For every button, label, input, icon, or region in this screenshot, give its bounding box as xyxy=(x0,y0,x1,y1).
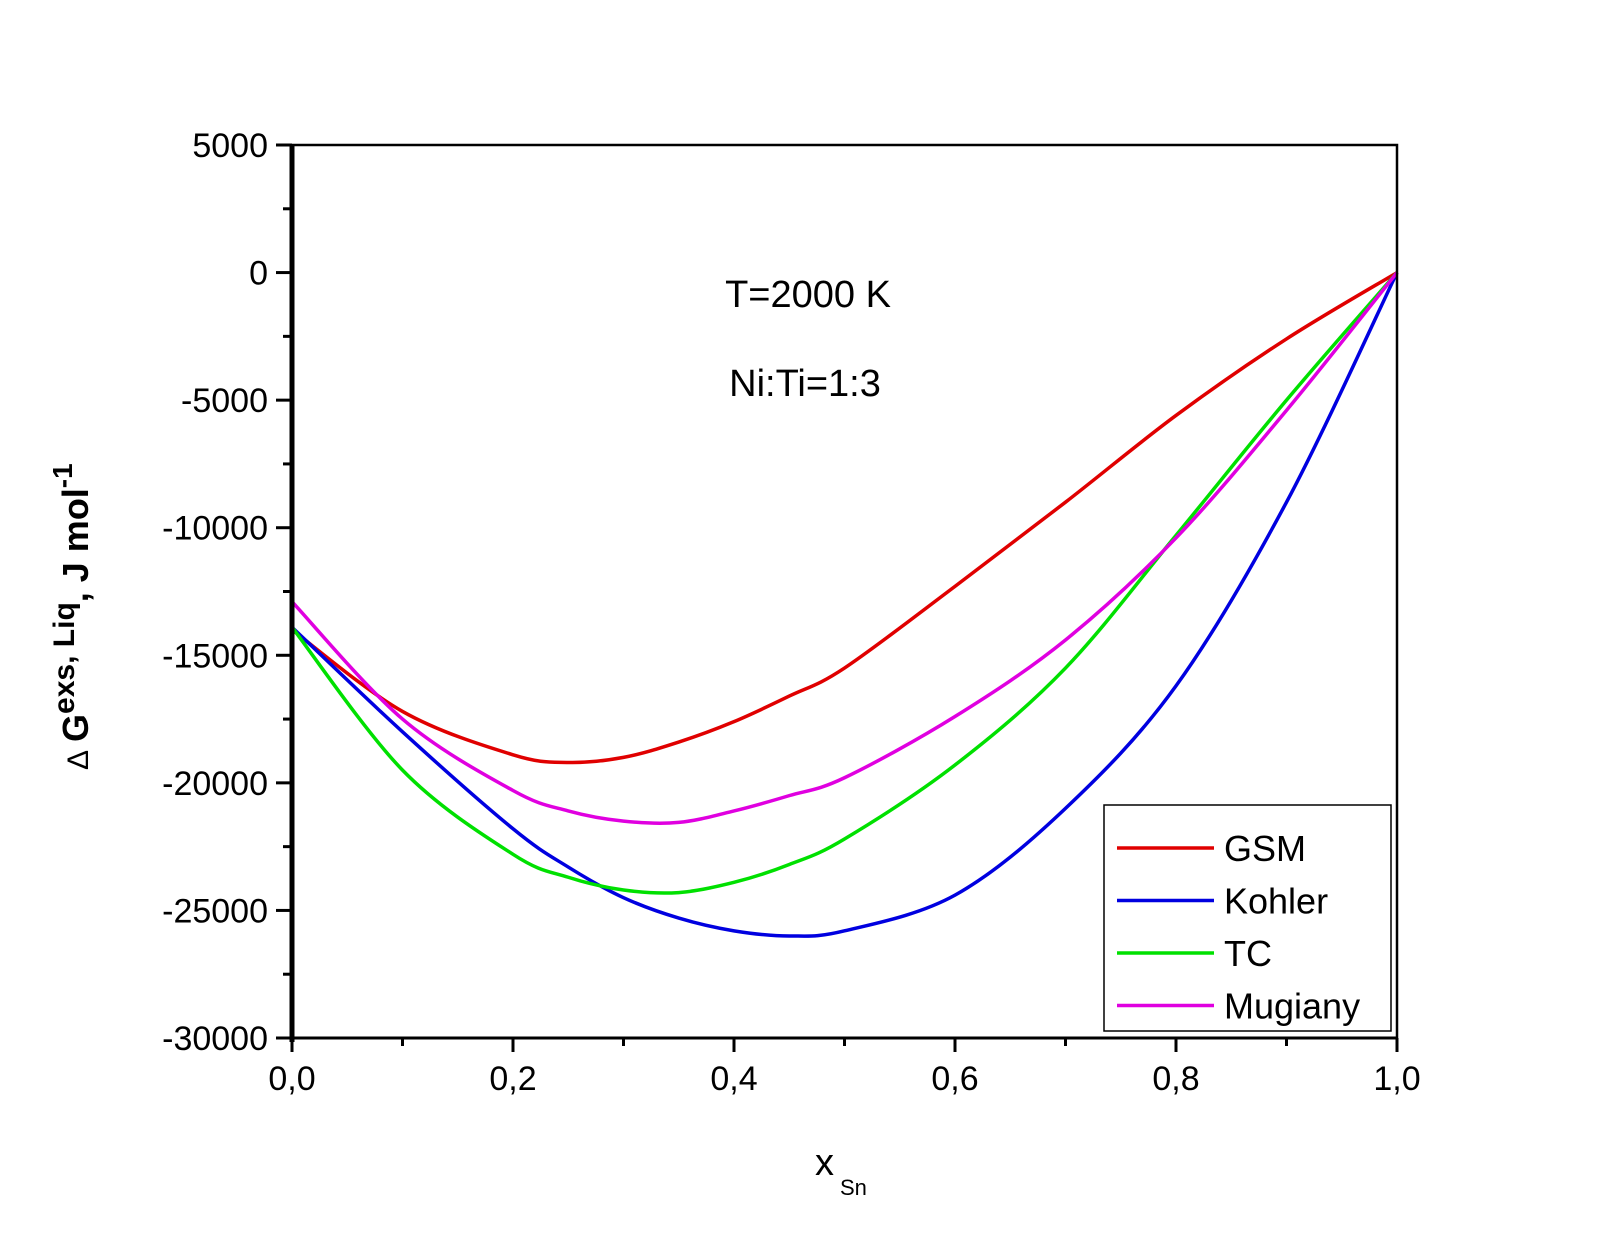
y-label-delta: Δ xyxy=(62,750,95,770)
axes: 5000 0 -5000 -10000 -15000 -20000 -25000 -30000… xyxy=(162,127,1421,1098)
annotation-temperature: T=2000 K xyxy=(725,274,891,316)
series-line-mugiany xyxy=(290,271,1399,826)
legend-label-mugiany: Mugiany xyxy=(1224,986,1360,1027)
y-label-g: G xyxy=(55,714,96,742)
legend: GSM Kohler TC Mugiany xyxy=(1103,804,1392,1032)
y-tick-label: -15000 xyxy=(162,637,268,675)
x-tick-label: 0,6 xyxy=(931,1060,978,1098)
y-axis-label: ΔGexs, Liq, J mol-1 xyxy=(47,463,96,770)
x-axis-label-main: x xyxy=(815,1142,834,1184)
x-tick-label: 0,4 xyxy=(710,1060,757,1098)
x-tick-label: 0,0 xyxy=(268,1060,315,1098)
y-tick-label: -20000 xyxy=(162,765,268,803)
series-line-kohler xyxy=(290,271,1399,938)
annotation-ratio: Ni:Ti=1:3 xyxy=(729,363,881,405)
series-lines xyxy=(290,271,1399,938)
y-tick-label: -25000 xyxy=(162,892,268,930)
legend-label-gsm: GSM xyxy=(1224,828,1306,869)
series-line-tc xyxy=(290,271,1399,895)
legend-label-kohler: Kohler xyxy=(1224,881,1328,922)
y-tick-label: 0 xyxy=(249,255,268,293)
y-tick-label: 5000 xyxy=(192,127,268,165)
series-line-gsm xyxy=(290,271,1398,765)
x-tick-label: 0,8 xyxy=(1152,1060,1199,1098)
y-label-unit-sup: -1 xyxy=(47,463,78,488)
x-axis-label: x Sn xyxy=(815,1142,867,1200)
y-label-unit: , J mol xyxy=(55,488,96,602)
y-tick-label: -30000 xyxy=(162,1020,268,1058)
y-label-sup: exs, Liq xyxy=(48,602,81,714)
x-axis-label-sub: Sn xyxy=(840,1175,867,1200)
y-tick-label: -10000 xyxy=(162,510,268,548)
legend-label-tc: TC xyxy=(1224,933,1272,974)
x-tick-label: 0,2 xyxy=(489,1060,536,1098)
y-tick-label: -5000 xyxy=(181,382,268,420)
legend-box xyxy=(1103,804,1392,1032)
x-tick-label: 1,0 xyxy=(1373,1060,1420,1098)
